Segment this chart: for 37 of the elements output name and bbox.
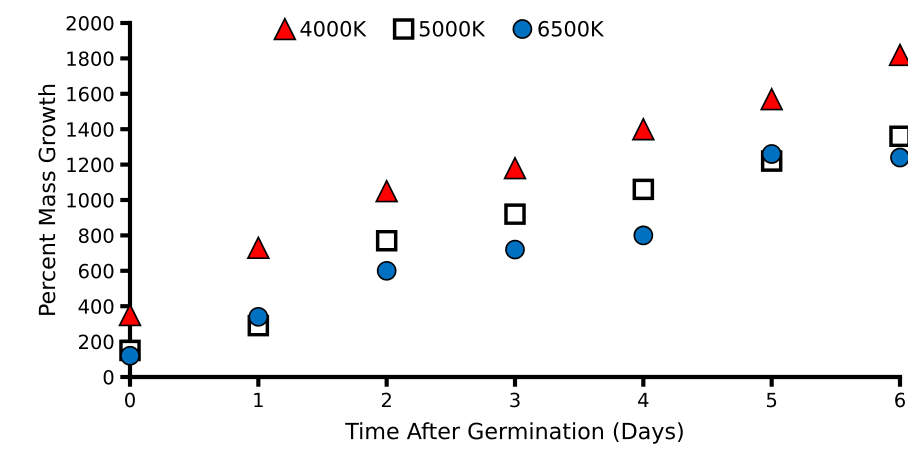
y-tick-label: 1000 [67,192,114,208]
x-tick-label: 6 [895,392,905,408]
x-tick-label: 5 [766,392,776,408]
y-tick-label: 200 [79,334,114,350]
legend-label: 5000K [420,20,486,37]
point [632,178,654,200]
point [375,180,398,202]
point [247,236,270,260]
point [633,226,654,246]
x-axis-title: Time After Germination (Days) [345,422,683,444]
point [376,260,397,281]
y-tick-label: 400 [78,299,114,314]
point [760,88,783,110]
point [248,306,268,327]
y-tick-label: 1800 [67,51,114,66]
point [504,203,526,225]
y-tick-label: 1600 [67,86,114,102]
point [632,118,655,140]
x-tick-label: 1 [254,392,263,408]
point [120,346,140,366]
y-tick-label: 1200 [67,158,114,172]
point [505,240,525,260]
y-tick-label: 0 [104,370,114,385]
x-tick-label: 0 [125,392,135,408]
x-tick-label: 4 [638,392,648,408]
x-tick-label: 2 [382,392,391,408]
x-tick-label: 3 [510,392,520,408]
legend-label: 4000K [300,20,367,37]
legend-label: 6500K [538,20,604,37]
point [376,230,398,252]
y-axis-title: Percent Mass Growth [38,84,56,315]
y-tick-label: 800 [78,228,114,244]
point [762,144,782,164]
point [504,156,526,180]
y-tick-label: 600 [78,264,114,278]
y-tick-label: 2000 [66,16,114,31]
y-tick-label: 1400 [67,122,114,137]
